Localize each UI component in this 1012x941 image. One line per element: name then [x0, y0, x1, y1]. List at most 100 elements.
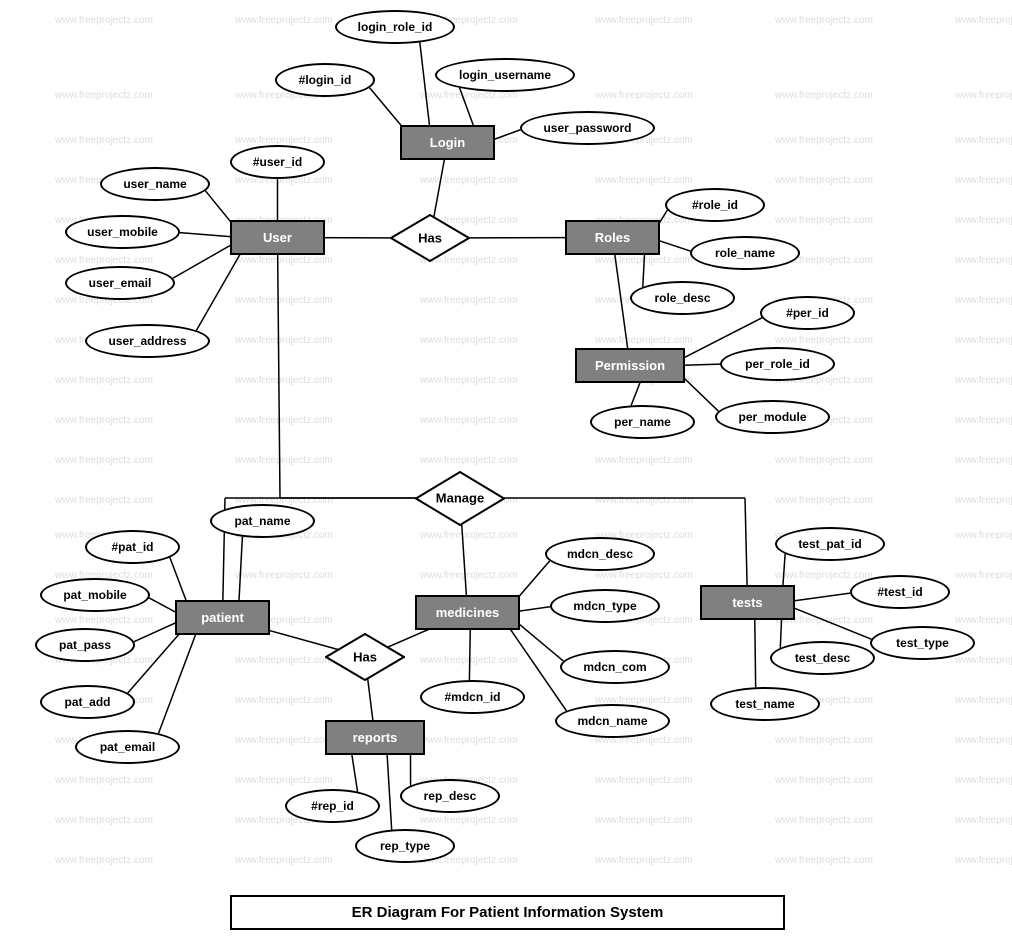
watermark-text: www.freeprojectz.com — [775, 135, 873, 146]
attribute: per_role_id — [720, 347, 835, 381]
watermark-text: www.freeprojectz.com — [955, 175, 1012, 186]
relation-has1: Has — [390, 214, 470, 262]
entity-user: User — [230, 220, 325, 255]
attribute: role_name — [690, 236, 800, 270]
watermark-text: www.freeprojectz.com — [420, 175, 518, 186]
attribute: #login_id — [275, 63, 375, 97]
watermark-text: www.freeprojectz.com — [955, 375, 1012, 386]
watermark-text: www.freeprojectz.com — [955, 255, 1012, 266]
attribute-label: rep_desc — [424, 789, 477, 803]
watermark-text: www.freeprojectz.com — [235, 775, 333, 786]
watermark-text: www.freeprojectz.com — [775, 495, 873, 506]
watermark-text: www.freeprojectz.com — [775, 215, 873, 226]
attribute: login_role_id — [335, 10, 455, 44]
attribute: #test_id — [850, 575, 950, 609]
attribute-label: test_type — [896, 636, 949, 650]
attribute: pat_pass — [35, 628, 135, 662]
watermark-text: www.freeprojectz.com — [420, 655, 518, 666]
watermark-text: www.freeprojectz.com — [955, 655, 1012, 666]
attribute-label: user_email — [89, 276, 152, 290]
attribute: mdcn_type — [550, 589, 660, 623]
watermark-text: www.freeprojectz.com — [235, 15, 333, 26]
watermark-text: www.freeprojectz.com — [55, 255, 153, 266]
attribute-label: per_module — [738, 410, 806, 424]
watermark-text: www.freeprojectz.com — [235, 855, 333, 866]
watermark-text: www.freeprojectz.com — [235, 295, 333, 306]
watermark-text: www.freeprojectz.com — [595, 815, 693, 826]
entity-label: Permission — [595, 358, 665, 373]
watermark-text: www.freeprojectz.com — [955, 15, 1012, 26]
attribute: test_pat_id — [775, 527, 885, 561]
attribute-label: mdcn_type — [573, 599, 636, 613]
attribute-label: pat_name — [234, 514, 290, 528]
attribute: pat_add — [40, 685, 135, 719]
entity-label: Roles — [595, 230, 630, 245]
attribute: #mdcn_id — [420, 680, 525, 714]
attribute-label: login_role_id — [358, 20, 433, 34]
watermark-text: www.freeprojectz.com — [420, 530, 518, 541]
entity-label: medicines — [436, 605, 500, 620]
relation-has2: Has — [325, 633, 405, 681]
attribute: user_address — [85, 324, 210, 358]
attribute-label: pat_email — [100, 740, 155, 754]
watermark-text: www.freeprojectz.com — [55, 375, 153, 386]
watermark-text: www.freeprojectz.com — [955, 735, 1012, 746]
watermark-text: www.freeprojectz.com — [235, 655, 333, 666]
entity-medicines: medicines — [415, 595, 520, 630]
watermark-text: www.freeprojectz.com — [235, 695, 333, 706]
attribute-label: user_name — [123, 177, 186, 191]
attribute: user_name — [100, 167, 210, 201]
watermark-text: www.freeprojectz.com — [420, 415, 518, 426]
relation-manage: Manage — [415, 471, 505, 526]
relation-label: Has — [418, 231, 442, 246]
attribute-label: #rep_id — [311, 799, 354, 813]
attribute-label: test_pat_id — [798, 537, 861, 551]
watermark-text: www.freeprojectz.com — [955, 90, 1012, 101]
entity-label: reports — [353, 730, 398, 745]
entity-permission: Permission — [575, 348, 685, 383]
entity-patient: patient — [175, 600, 270, 635]
watermark-text: www.freeprojectz.com — [55, 415, 153, 426]
watermark-text: www.freeprojectz.com — [595, 855, 693, 866]
watermark-text: www.freeprojectz.com — [955, 335, 1012, 346]
attribute-label: user_mobile — [87, 225, 158, 239]
attribute-label: role_name — [715, 246, 775, 260]
attribute: rep_desc — [400, 779, 500, 813]
watermark-text: www.freeprojectz.com — [55, 615, 153, 626]
entity-tests: tests — [700, 585, 795, 620]
attribute: pat_mobile — [40, 578, 150, 612]
attribute: pat_name — [210, 504, 315, 538]
watermark-text: www.freeprojectz.com — [420, 815, 518, 826]
watermark-text: www.freeprojectz.com — [775, 815, 873, 826]
watermark-text: www.freeprojectz.com — [955, 495, 1012, 506]
watermark-text: www.freeprojectz.com — [775, 335, 873, 346]
watermark-text: www.freeprojectz.com — [595, 775, 693, 786]
entity-label: User — [263, 230, 292, 245]
attribute: mdcn_com — [560, 650, 670, 684]
watermark-text: www.freeprojectz.com — [595, 495, 693, 506]
watermark-text: www.freeprojectz.com — [420, 375, 518, 386]
attribute: #user_id — [230, 145, 325, 179]
connector-lines — [0, 0, 1012, 941]
watermark-text: www.freeprojectz.com — [955, 415, 1012, 426]
watermark-text: www.freeprojectz.com — [55, 15, 153, 26]
watermark-text: www.freeprojectz.com — [55, 855, 153, 866]
attribute: #rep_id — [285, 789, 380, 823]
watermark-text: www.freeprojectz.com — [955, 570, 1012, 581]
watermark-text: www.freeprojectz.com — [955, 775, 1012, 786]
attribute: login_username — [435, 58, 575, 92]
relation-label: Has — [353, 650, 377, 665]
watermark-text: www.freeprojectz.com — [235, 455, 333, 466]
attribute: per_name — [590, 405, 695, 439]
attribute: user_email — [65, 266, 175, 300]
attribute-label: rep_type — [380, 839, 430, 853]
watermark-text: www.freeprojectz.com — [595, 335, 693, 346]
attribute-label: #role_id — [692, 198, 738, 212]
attribute: test_desc — [770, 641, 875, 675]
attribute-label: test_name — [735, 697, 794, 711]
watermark-text: www.freeprojectz.com — [235, 375, 333, 386]
watermark-text: www.freeprojectz.com — [775, 570, 873, 581]
watermark-text: www.freeprojectz.com — [595, 455, 693, 466]
watermark-text: www.freeprojectz.com — [955, 135, 1012, 146]
watermark-text: www.freeprojectz.com — [595, 570, 693, 581]
